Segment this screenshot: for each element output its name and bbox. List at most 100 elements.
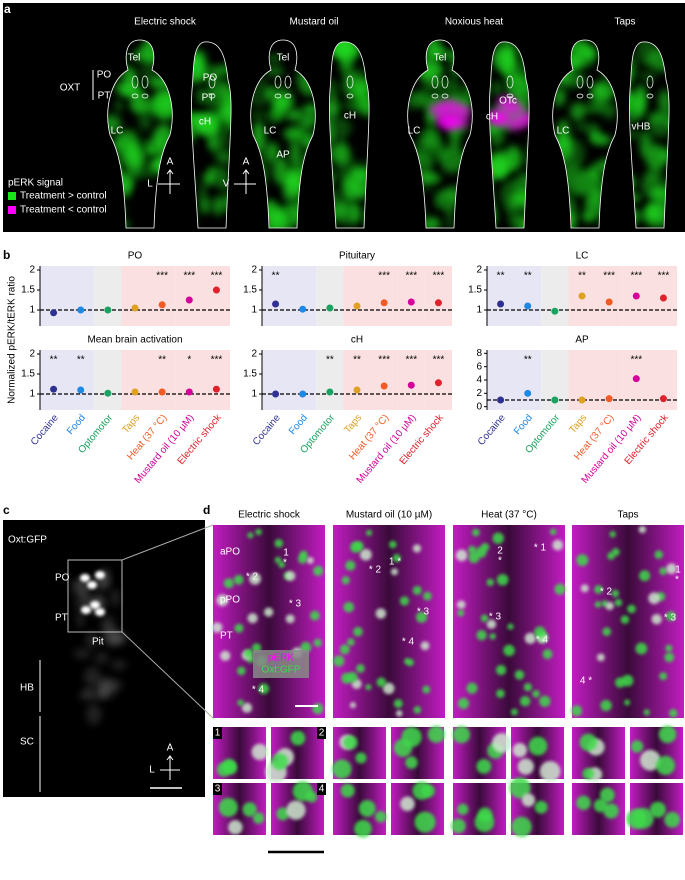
- category-band: [67, 350, 95, 410]
- category-band: [289, 266, 317, 326]
- signal: [118, 87, 141, 97]
- cell: [468, 551, 480, 564]
- cell: [271, 753, 289, 770]
- signal: [583, 47, 599, 60]
- cell: [312, 703, 324, 715]
- cell: [349, 702, 356, 709]
- cell: [274, 538, 284, 548]
- cell: [512, 743, 527, 758]
- axis-letter: A: [167, 157, 174, 168]
- cell: [477, 807, 493, 823]
- cell: [603, 803, 619, 819]
- region-label: Tel: [434, 53, 447, 64]
- mean-dot: [578, 396, 586, 404]
- cell: [639, 749, 661, 771]
- gfp: [110, 660, 127, 670]
- category-band: [40, 266, 68, 326]
- cell: [365, 684, 372, 691]
- gfp: [73, 648, 91, 659]
- significance: ***: [156, 271, 168, 282]
- brain-image: [329, 41, 370, 228]
- mean-dot: [551, 307, 559, 315]
- y-axis-label: Normalized pERK/tERK ratio: [7, 276, 18, 404]
- cell: [509, 777, 531, 799]
- cell: [340, 783, 355, 798]
- cell: [346, 638, 355, 646]
- significance: ***: [378, 271, 390, 282]
- signal-neg: [505, 116, 526, 131]
- cell: [258, 683, 270, 695]
- signal: [574, 122, 600, 132]
- cell: [528, 736, 548, 756]
- cell: [648, 592, 661, 605]
- signal: [585, 184, 602, 212]
- mean-dot: [212, 385, 220, 393]
- mean-dot: [104, 389, 112, 397]
- cell: [375, 608, 387, 619]
- category-band: [370, 266, 398, 326]
- category-band: [40, 350, 68, 410]
- category-band: [289, 350, 317, 410]
- cell: [594, 601, 602, 608]
- significance: **: [524, 271, 532, 282]
- cell: [400, 796, 415, 812]
- cell: [211, 622, 223, 633]
- region-label: OTc: [499, 96, 517, 107]
- po-outline: [274, 75, 282, 89]
- signal: [209, 166, 219, 176]
- cell: [649, 801, 666, 818]
- cell: [356, 664, 365, 673]
- gfp: [110, 588, 120, 607]
- mean-dot: [407, 381, 415, 389]
- region-label: SC: [20, 737, 34, 748]
- mean-dot: [299, 305, 307, 313]
- mean-dot: [185, 388, 193, 396]
- cell: [600, 699, 612, 712]
- cell: [655, 755, 676, 776]
- po-outline: [131, 75, 139, 89]
- brain-outline: [191, 41, 232, 229]
- signal: [436, 189, 458, 212]
- category-band: [121, 266, 149, 326]
- signal: [437, 50, 456, 59]
- cell: [542, 649, 553, 660]
- cell: [278, 561, 285, 568]
- cell-marker: * 2: [369, 565, 382, 576]
- brain-outline: [629, 41, 670, 229]
- cell: [496, 689, 505, 698]
- signal: [289, 138, 301, 170]
- mean-dot: [50, 385, 58, 393]
- signal: [492, 80, 503, 97]
- signal: [489, 151, 509, 176]
- cell: [420, 641, 430, 651]
- cell: [549, 528, 557, 535]
- significance: ***: [211, 271, 223, 282]
- mean-dot: [299, 390, 307, 398]
- signal: [329, 116, 352, 139]
- mean-dot: [434, 379, 442, 387]
- y-tick-label: 1.5: [243, 285, 257, 296]
- signal: [556, 119, 571, 151]
- cell: [415, 611, 428, 623]
- cell: [222, 758, 236, 773]
- cell: [285, 570, 296, 581]
- category-band: [262, 266, 290, 326]
- zoom-box: [67, 559, 123, 633]
- signal: [205, 85, 232, 99]
- signal: [592, 80, 617, 101]
- po-outline: [141, 75, 149, 89]
- cell: [354, 819, 372, 838]
- axis-letter: A: [167, 743, 174, 754]
- legend-title: pERK signal: [8, 178, 63, 189]
- cell: [630, 740, 644, 753]
- cell: [422, 685, 431, 694]
- mean-dot: [185, 296, 193, 304]
- cell: [359, 548, 372, 561]
- mean-dot: [326, 388, 334, 396]
- x-tick-label: Food: [512, 413, 535, 438]
- panel-label: b: [3, 248, 10, 262]
- y-tick-label: 2: [476, 265, 482, 276]
- signal: [200, 64, 221, 83]
- x-tick-label: Food: [287, 413, 310, 438]
- gfp: [108, 679, 123, 691]
